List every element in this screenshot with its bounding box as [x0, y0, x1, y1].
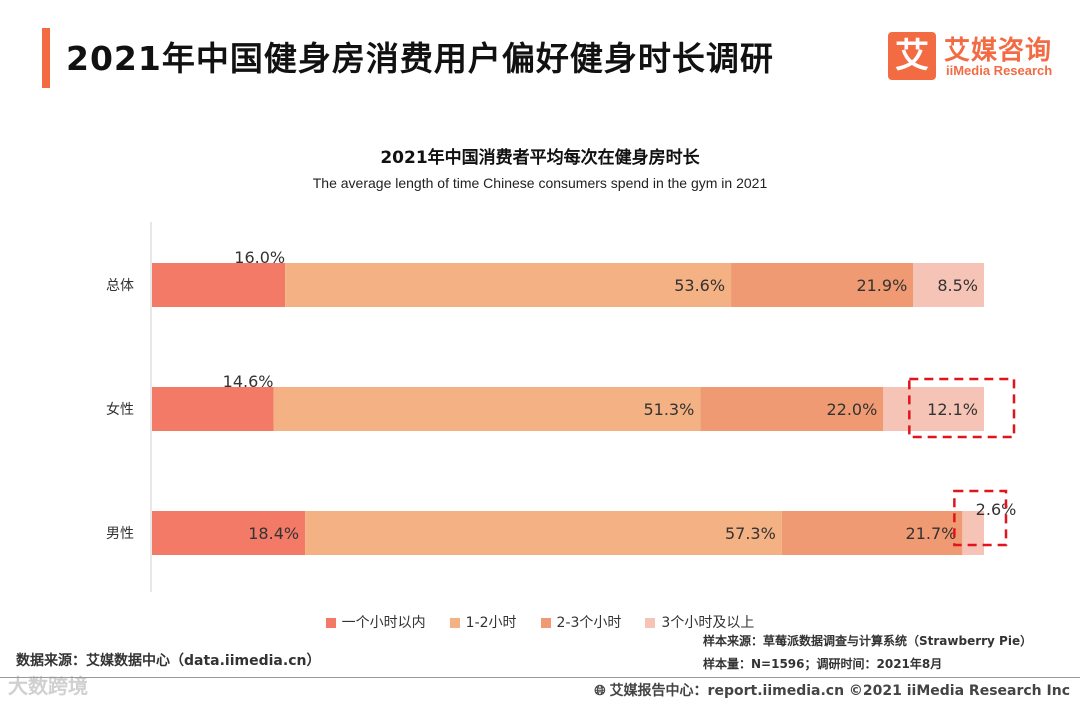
footer-copyright: 🌐︎ 艾媒报告中心：report.iimedia.cn ©2021 iiMedia… [594, 680, 1070, 700]
data-label: 12.1% [927, 400, 978, 419]
legend-item: 2-3个小时 [540, 612, 622, 632]
chart-legend: 一个小时以内 1-2小时 2-3个小时 3个小时及以上 [0, 612, 1080, 632]
sample-source: 样本来源：草莓派数据调查与计算系统（Strawberry Pie） [703, 634, 1033, 648]
bar-segment [883, 387, 984, 431]
data-label: 2.6% [976, 500, 1017, 519]
legend-label: 1-2小时 [465, 615, 517, 631]
bar-segment [781, 511, 963, 555]
bar-segment [700, 387, 884, 431]
legend-label: 3个小时及以上 [661, 615, 755, 631]
data-label: 51.3% [643, 400, 694, 419]
data-source: 数据来源：艾媒数据中心（data.iimedia.cn） [16, 653, 321, 669]
legend-item: 1-2小时 [449, 612, 517, 632]
data-label: 57.3% [725, 524, 776, 543]
bar-segment [285, 263, 732, 307]
legend-label: 一个小时以内 [341, 615, 426, 631]
title-accent-bar [42, 28, 50, 88]
legend-swatch [449, 618, 460, 628]
legend-swatch [645, 618, 656, 628]
bar-segment [152, 263, 286, 307]
bar-segment [731, 263, 914, 307]
legend-label: 2-3个小时 [556, 615, 622, 631]
bar-segment [273, 387, 701, 431]
bar-segment [152, 387, 274, 431]
copyright-text: 艾媒报告中心：report.iimedia.cn ©2021 iiMedia R… [609, 683, 1070, 699]
legend-item: 3个小时及以上 [645, 612, 754, 632]
category-label: 女性 [106, 401, 134, 418]
highlight-box [953, 489, 1008, 547]
bar-segment [305, 511, 782, 555]
category-label: 总体 [106, 278, 134, 294]
data-label: 21.9% [856, 276, 907, 295]
logo-name-cn: 艾媒咨询 [944, 36, 1053, 66]
data-label: 14.6% [223, 372, 274, 391]
legend-swatch [325, 618, 336, 628]
page-title: 2021年中国健身房消费用户偏好健身时长调研 [66, 39, 774, 78]
data-label: 22.0% [826, 400, 877, 419]
footer-divider [0, 677, 1080, 678]
logo-mark: 艾 [888, 32, 936, 80]
legend-item: 一个小时以内 [325, 612, 426, 632]
bar-segment [913, 263, 984, 307]
highlight-box [908, 377, 1016, 439]
data-label: 16.0% [234, 248, 285, 267]
chart-title: 2021年中国消费者平均每次在健身房时长 [380, 148, 700, 168]
data-label: 8.5% [937, 276, 978, 295]
category-label: 男性 [106, 526, 134, 542]
watermark: 大数跨境 [8, 674, 88, 698]
bar-segment [152, 511, 306, 555]
data-label: 21.7% [906, 524, 957, 543]
data-label: 53.6% [674, 276, 725, 295]
legend-swatch [540, 618, 551, 628]
globe-icon: 🌐︎ [594, 683, 606, 699]
sample-size: 样本量：N=1596；调研时间：2021年8月 [703, 657, 943, 671]
iimedia-logo: 艾 艾媒咨询 iiMedia Research [888, 30, 1068, 82]
chart-subtitle: The average length of time Chinese consu… [312, 175, 768, 191]
logo-name-en: iiMedia Research [946, 63, 1053, 78]
data-label: 18.4% [248, 524, 299, 543]
